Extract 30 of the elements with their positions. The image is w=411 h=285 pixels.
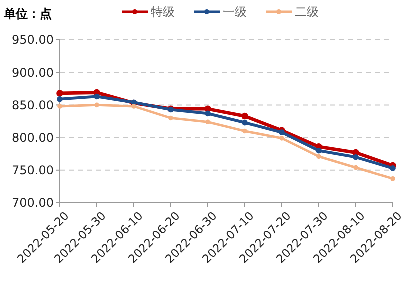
y-tick-label: 850.00 bbox=[12, 98, 54, 112]
point bbox=[390, 176, 396, 182]
point bbox=[206, 120, 210, 125]
point bbox=[94, 94, 100, 100]
y-tick-label: 750.00 bbox=[12, 164, 54, 178]
point bbox=[279, 130, 285, 136]
point bbox=[242, 112, 248, 120]
point bbox=[316, 154, 322, 160]
y-tick-label: 900.00 bbox=[12, 66, 54, 80]
point bbox=[354, 165, 358, 170]
text: 单位：点 bbox=[3, 7, 52, 21]
point bbox=[58, 104, 62, 109]
legend-label: 一级 bbox=[223, 5, 247, 20]
point bbox=[280, 136, 284, 141]
y-tick-label: 950.00 bbox=[12, 33, 54, 48]
legend-label: 二级 bbox=[295, 5, 319, 20]
point bbox=[242, 120, 248, 126]
point bbox=[353, 154, 359, 160]
legend-label: 特级 bbox=[151, 5, 175, 20]
point bbox=[205, 110, 211, 117]
point bbox=[94, 102, 100, 108]
point bbox=[242, 128, 248, 134]
y-tick-label: 800.00 bbox=[12, 131, 54, 145]
y-tick-label: 700.00 bbox=[12, 196, 54, 210]
point bbox=[168, 116, 174, 121]
point bbox=[316, 148, 322, 154]
point bbox=[56, 90, 64, 97]
point bbox=[390, 166, 396, 172]
point bbox=[57, 96, 63, 102]
point bbox=[132, 104, 136, 109]
